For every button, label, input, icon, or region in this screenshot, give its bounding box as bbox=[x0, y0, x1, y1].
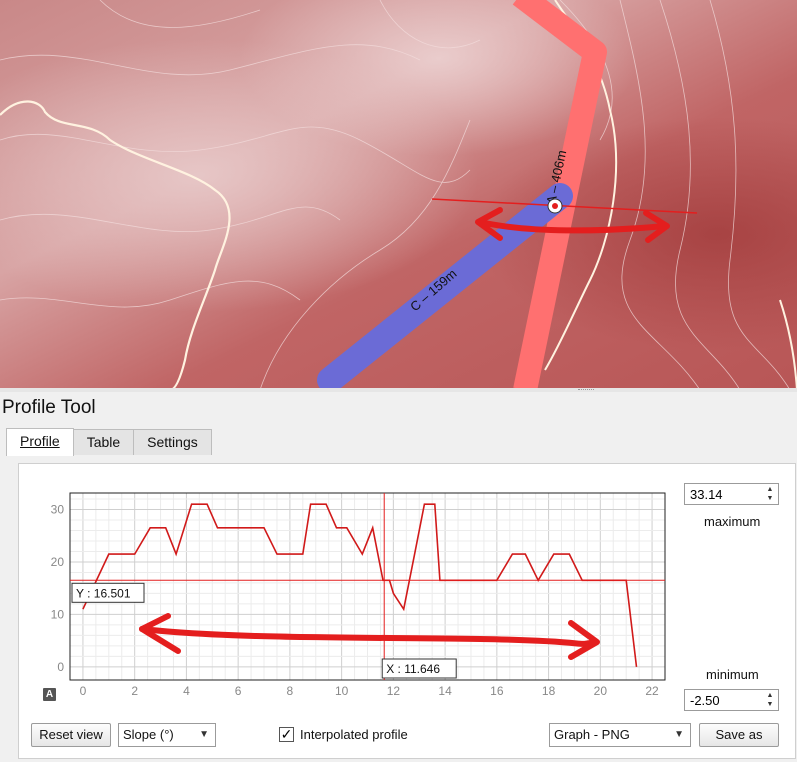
plot-series bbox=[82, 503, 638, 667]
x-tick-label: 8 bbox=[287, 684, 294, 698]
mode-select[interactable]: Slope (°) ▼ bbox=[118, 723, 216, 747]
spin-up-icon[interactable]: ▲ bbox=[766, 486, 774, 493]
minimum-value: -2.50 bbox=[690, 693, 720, 708]
profile-line-a bbox=[512, 0, 607, 390]
highlight-contour bbox=[0, 100, 231, 390]
x-tick-label: 4 bbox=[183, 684, 190, 698]
tab-profile[interactable]: Profile bbox=[6, 428, 74, 456]
tab-table[interactable]: Table bbox=[72, 429, 135, 455]
save-as-button[interactable]: Save as bbox=[699, 723, 779, 747]
x-tick-label: 6 bbox=[235, 684, 242, 698]
plot-tick-labels: 0 2 4 6 8 10 12 14 16 18 20 22 0 10 20 30 bbox=[51, 502, 659, 698]
maximum-label: maximum bbox=[704, 514, 761, 529]
y-tick-label: 10 bbox=[51, 607, 65, 621]
annotation-arrow-plot bbox=[139, 613, 600, 660]
spin-up-icon[interactable]: ▲ bbox=[766, 692, 774, 699]
dock-splitter[interactable] bbox=[0, 388, 797, 392]
interpolated-checkbox[interactable]: ✓ bbox=[279, 726, 294, 742]
spin-down-icon[interactable]: ▼ bbox=[766, 495, 774, 502]
plot-grid bbox=[69, 492, 666, 681]
contour-lines bbox=[0, 0, 791, 390]
dock-title: Profile Tool bbox=[2, 397, 96, 418]
mode-select-value: Slope (°) bbox=[123, 727, 174, 742]
map-canvas[interactable]: A – 406m C – 159m bbox=[0, 0, 797, 390]
tab-bar: Profile Table Settings bbox=[6, 428, 212, 456]
cursor-line bbox=[431, 198, 698, 214]
chevron-down-icon: ▼ bbox=[674, 729, 684, 740]
chevron-down-icon: ▼ bbox=[199, 729, 209, 740]
plot-cursor: Y : 16.501 X : 11.646 bbox=[70, 493, 665, 680]
interpolated-label: Interpolated profile bbox=[300, 727, 408, 742]
export-format-select[interactable]: Graph - PNG ▼ bbox=[549, 723, 691, 747]
cursor-y-label-box bbox=[71, 582, 145, 603]
profile-plot[interactable]: 0 2 4 6 8 10 12 14 16 18 20 22 0 10 20 30 Y : 16.501 X :… bbox=[30, 479, 680, 709]
spin-down-icon[interactable]: ▼ bbox=[766, 701, 774, 708]
y-tick-label: 20 bbox=[51, 555, 65, 569]
x-tick-label: 14 bbox=[438, 684, 452, 698]
y-tick-label: 30 bbox=[51, 502, 65, 516]
axis-badge[interactable]: A bbox=[43, 688, 56, 701]
minimum-label: minimum bbox=[706, 667, 759, 682]
x-tick-label: 20 bbox=[594, 684, 608, 698]
cursor-x-label-box bbox=[381, 658, 457, 679]
minimum-spinbox[interactable]: -2.50 ▲ ▼ bbox=[684, 689, 779, 711]
x-tick-label: 12 bbox=[387, 684, 401, 698]
tab-settings[interactable]: Settings bbox=[133, 429, 212, 455]
x-tick-label: 16 bbox=[490, 684, 504, 698]
x-tick-label: 0 bbox=[80, 684, 87, 698]
plot-frame bbox=[69, 492, 666, 681]
splitter-grip[interactable] bbox=[578, 389, 594, 392]
annotation-arrow-map bbox=[475, 207, 670, 243]
maximum-value: 33.14 bbox=[690, 487, 723, 502]
cursor-x-label: X : 11.646 bbox=[386, 662, 440, 676]
y-tick-label: 0 bbox=[57, 660, 64, 674]
reset-view-button[interactable]: Reset view bbox=[31, 723, 111, 747]
x-tick-label: 22 bbox=[645, 684, 659, 698]
x-tick-label: 18 bbox=[542, 684, 556, 698]
maximum-spinbox[interactable]: 33.14 ▲ ▼ bbox=[684, 483, 779, 505]
export-format-value: Graph - PNG bbox=[554, 727, 630, 742]
cursor-y-label: Y : 16.501 bbox=[76, 586, 131, 600]
profile-series-line bbox=[82, 503, 638, 667]
x-tick-label: 10 bbox=[335, 684, 349, 698]
x-tick-label: 2 bbox=[131, 684, 138, 698]
